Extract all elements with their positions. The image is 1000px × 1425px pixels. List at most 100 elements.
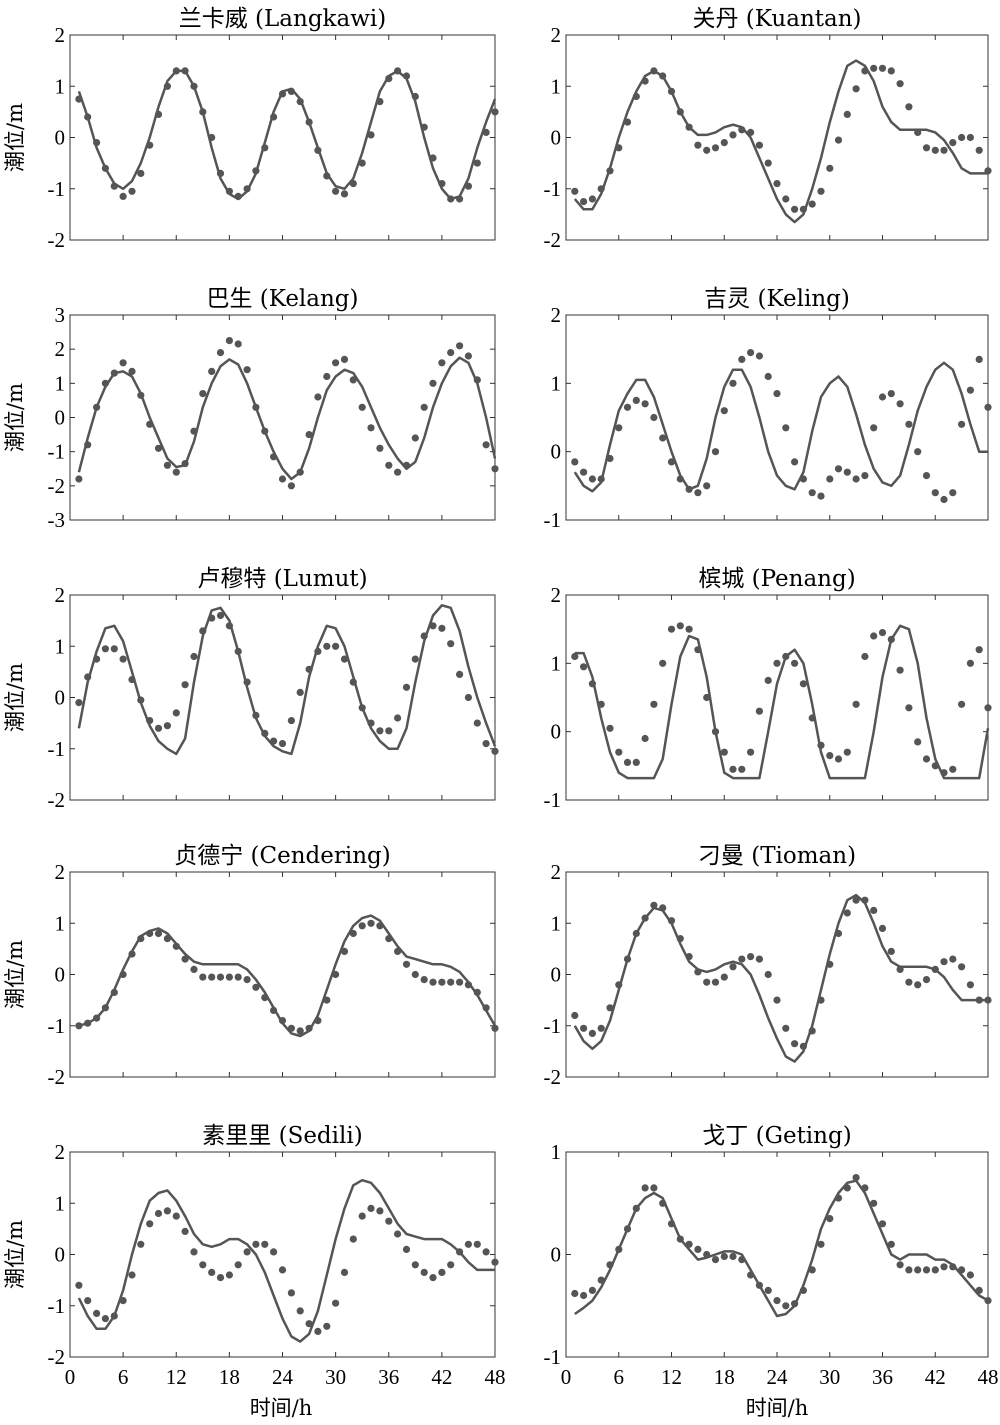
observed-point <box>349 1235 357 1243</box>
observed-point <box>817 492 825 500</box>
observed-point <box>332 1299 340 1307</box>
observed-point <box>931 1266 939 1274</box>
y-tick-label: 1 <box>55 634 66 658</box>
observed-point <box>385 935 393 943</box>
observed-series <box>571 896 992 1050</box>
observed-point <box>676 935 684 943</box>
panel-title: 素里里 (Sedili) <box>202 1123 362 1149</box>
observed-point <box>199 108 207 116</box>
model-series-line <box>573 59 988 224</box>
observed-point <box>287 482 295 490</box>
observed-point <box>270 737 278 745</box>
observed-point <box>163 1207 171 1215</box>
observed-point <box>340 355 349 363</box>
observed-point <box>711 728 720 736</box>
observed-point <box>473 988 481 997</box>
observed-point <box>817 996 825 1004</box>
observed-point <box>914 448 922 456</box>
observed-point <box>773 390 781 398</box>
observed-point <box>464 981 472 989</box>
observed-point <box>225 622 233 630</box>
observed-point <box>615 424 623 432</box>
y-tick-label: -2 <box>544 228 562 252</box>
observed-series <box>75 1204 499 1335</box>
observed-point <box>729 765 737 773</box>
observed-point <box>931 965 939 974</box>
observed-point <box>482 1248 490 1256</box>
observed-point <box>905 420 913 428</box>
observed-point <box>773 1297 781 1305</box>
y-tick-label: -1 <box>544 508 562 532</box>
observed-point <box>966 386 975 394</box>
observed-point <box>949 1263 957 1271</box>
panel-1: 兰卡威 (Langkawi) -2 -1 0 1 2 潮位/m <box>3 6 499 252</box>
observed-point <box>632 758 640 767</box>
observed-point <box>402 72 411 80</box>
y-tick-label: 0 <box>551 1243 562 1267</box>
panel-title: 戈丁 (Geting) <box>702 1123 851 1149</box>
observed-point <box>870 64 878 72</box>
observed-point <box>773 180 781 188</box>
x-tick-label: 0 <box>65 1365 76 1389</box>
observed-point <box>966 1271 975 1279</box>
observed-point <box>571 1011 579 1020</box>
observed-point <box>305 431 313 439</box>
observed-point <box>482 441 490 449</box>
observed-point <box>966 659 975 667</box>
observed-point <box>878 393 887 401</box>
x-tick-label: 18 <box>714 1365 735 1389</box>
observed-point <box>296 98 304 106</box>
y-tick-label: -2 <box>544 1065 562 1089</box>
observed-point <box>358 1212 366 1220</box>
observed-point <box>597 1276 605 1284</box>
observed-point <box>216 169 225 177</box>
observed-point <box>456 342 464 350</box>
observed-point <box>190 965 198 974</box>
observed-point <box>580 663 588 671</box>
observed-point <box>146 717 154 725</box>
observed-point <box>216 973 225 981</box>
observed-point <box>984 403 992 411</box>
y-tick-label: 1 <box>55 1191 66 1215</box>
y-tick-label: 1 <box>551 651 562 675</box>
observed-point <box>394 1230 402 1238</box>
observed-point <box>975 355 983 363</box>
y-tick-label: 0 <box>551 963 562 987</box>
observed-point <box>146 929 154 938</box>
y-tick-label: 1 <box>55 371 66 395</box>
observed-point <box>349 180 357 188</box>
observed-point <box>411 434 419 442</box>
observed-point <box>659 659 667 667</box>
observed-point <box>208 614 216 622</box>
observed-point <box>270 113 278 121</box>
observed-point <box>270 1006 278 1015</box>
observed-point <box>896 666 904 674</box>
observed-point <box>84 673 92 681</box>
observed-point <box>738 955 746 963</box>
observed-point <box>826 475 834 483</box>
observed-point <box>261 994 269 1002</box>
observed-point <box>896 400 904 408</box>
observed-point <box>826 752 834 760</box>
observed-point <box>110 1312 118 1320</box>
observed-point <box>332 642 340 650</box>
observed-point <box>234 192 242 200</box>
observed-point <box>110 645 118 653</box>
observed-point <box>958 133 966 142</box>
observed-point <box>861 896 869 904</box>
observed-point <box>747 953 755 961</box>
x-tick-label: 18 <box>219 1365 240 1389</box>
observed-point <box>429 379 437 387</box>
observed-point <box>834 136 843 144</box>
observed-point <box>234 973 242 981</box>
observed-point <box>791 458 799 466</box>
observed-point <box>199 1261 207 1269</box>
observed-point <box>172 1212 180 1220</box>
observed-point <box>870 906 878 915</box>
observed-point <box>782 195 790 203</box>
observed-point <box>128 367 136 375</box>
observed-point <box>747 748 755 756</box>
observed-point <box>808 489 816 497</box>
y-tick-label: 2 <box>55 583 66 607</box>
observed-point <box>376 727 384 735</box>
